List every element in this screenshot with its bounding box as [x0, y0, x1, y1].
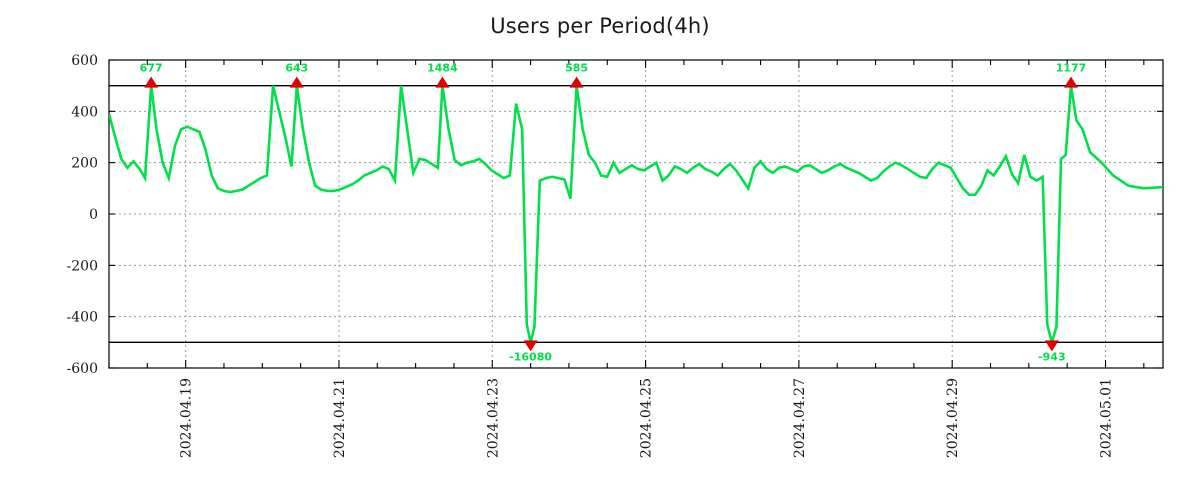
- anomaly-value-label: 677: [140, 62, 163, 75]
- series-line-path: [109, 85, 1163, 348]
- anomaly-marker-down-icon[interactable]: [1044, 340, 1059, 352]
- y-axis-labels: 600 400 200 0 -200 -400 -600: [67, 53, 98, 377]
- anomaly-value-label: 585: [565, 62, 588, 75]
- anomaly-marker-up-icon[interactable]: [1064, 76, 1079, 88]
- grid-horizontal-group: [109, 110, 1163, 318]
- x-axis-tick-label: 2024.05.01: [1099, 378, 1115, 458]
- x-axis-tick-label: 2024.04.19: [179, 378, 195, 458]
- anomaly-marker-up-icon[interactable]: [144, 76, 159, 88]
- anomaly-marker-up-icon[interactable]: [289, 76, 304, 88]
- grid-vertical-group: [185, 60, 1107, 368]
- page-title: Users per Period(4h): [490, 14, 710, 38]
- y-axis-tick-label: 0: [89, 207, 98, 223]
- y-axis-tick-label: -200: [67, 258, 98, 274]
- anomaly-value-label: 1177: [1056, 62, 1087, 75]
- anomaly-markers-group[interactable]: 677 643 1484 585 1177 -16080 -943: [140, 62, 1087, 364]
- series-path-group: [109, 85, 1163, 348]
- anomaly-value-label: -16080: [509, 350, 552, 363]
- axis-ticks-group: [108, 59, 1163, 369]
- y-axis-tick-label: -600: [67, 361, 98, 377]
- y-axis-tick-label: 400: [71, 104, 98, 120]
- y-axis-tick-label: 600: [71, 53, 98, 69]
- anomaly-marker-up-icon[interactable]: [569, 76, 584, 88]
- x-axis-labels: 2024.04.19 2024.04.21 2024.04.23 2024.04.25…: [179, 378, 1115, 458]
- threshold-lines-group: [109, 84, 1163, 344]
- y-axis-tick-label: -400: [67, 310, 98, 326]
- anomaly-value-label: 1484: [427, 62, 458, 75]
- x-axis-tick-label: 2024.04.27: [792, 378, 808, 458]
- x-axis-tick-label: 2024.04.29: [945, 378, 961, 458]
- x-axis-tick-label: 2024.04.23: [485, 378, 501, 458]
- anomaly-value-label: 643: [285, 62, 308, 75]
- x-axis-tick-label: 2024.04.21: [332, 378, 348, 458]
- x-axis-tick-label: 2024.04.25: [639, 378, 655, 458]
- anomaly-marker-down-icon[interactable]: [523, 340, 538, 352]
- y-axis-tick-label: 200: [71, 156, 98, 172]
- anomaly-marker-up-icon[interactable]: [435, 76, 450, 88]
- anomaly-value-label: -943: [1038, 350, 1066, 363]
